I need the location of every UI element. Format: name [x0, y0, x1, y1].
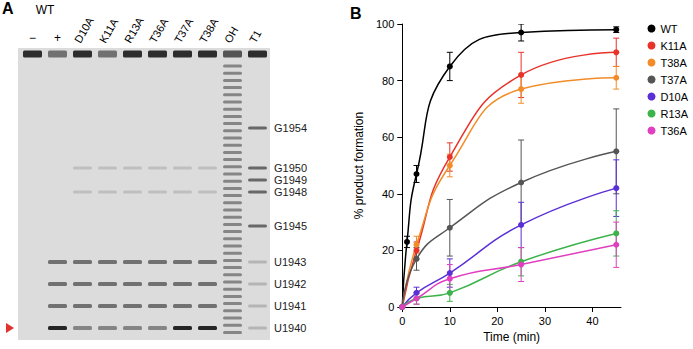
- svg-text:WT: WT: [660, 23, 677, 35]
- svg-text:% product formation: % product formation: [352, 112, 366, 219]
- svg-text:WT: WT: [36, 3, 55, 17]
- svg-text:U1942: U1942: [274, 278, 306, 290]
- svg-text:OH: OH: [222, 25, 241, 45]
- svg-text:−: −: [29, 31, 36, 45]
- svg-text:T36A: T36A: [660, 125, 687, 137]
- svg-text:10: 10: [444, 315, 456, 327]
- svg-text:20: 20: [491, 315, 503, 327]
- svg-text:T1: T1: [247, 28, 264, 45]
- svg-text:40: 40: [382, 188, 394, 200]
- svg-text:A: A: [2, 0, 14, 17]
- svg-text:0: 0: [399, 315, 405, 327]
- svg-text:G1950: G1950: [274, 162, 307, 174]
- svg-text:U1943: U1943: [274, 256, 306, 268]
- svg-text:20: 20: [382, 244, 394, 256]
- svg-text:R13A: R13A: [122, 15, 146, 45]
- svg-text:100: 100: [376, 18, 394, 30]
- svg-text:60: 60: [382, 131, 394, 143]
- svg-text:K11A: K11A: [97, 16, 121, 45]
- svg-text:G1945: G1945: [274, 220, 307, 232]
- svg-text:D10A: D10A: [72, 15, 96, 45]
- svg-text:K11A: K11A: [660, 40, 687, 52]
- svg-text:T38A: T38A: [660, 57, 687, 69]
- svg-text:U1941: U1941: [274, 300, 306, 312]
- svg-text:80: 80: [382, 75, 394, 87]
- svg-text:0: 0: [388, 301, 394, 313]
- svg-text:D10A: D10A: [660, 91, 688, 103]
- svg-text:T36A: T36A: [147, 16, 171, 45]
- svg-text:40: 40: [586, 315, 598, 327]
- svg-text:R13A: R13A: [660, 108, 688, 120]
- svg-text:G1948: G1948: [274, 186, 307, 198]
- svg-text:G1949: G1949: [274, 174, 307, 186]
- svg-text:T37A: T37A: [172, 16, 196, 45]
- svg-text:T37A: T37A: [660, 74, 687, 86]
- svg-text:+: +: [54, 31, 61, 45]
- svg-text:G1954: G1954: [274, 122, 307, 134]
- svg-text:T38A: T38A: [197, 16, 221, 45]
- svg-text:Time (min): Time (min): [483, 330, 540, 344]
- svg-text:30: 30: [539, 315, 551, 327]
- svg-text:U1940: U1940: [274, 322, 306, 334]
- svg-text:B: B: [350, 5, 362, 22]
